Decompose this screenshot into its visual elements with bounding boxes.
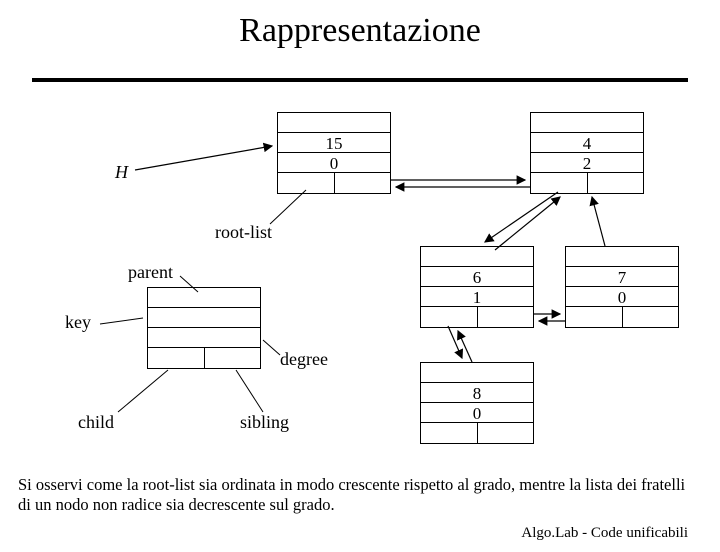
node-7: 7 0 — [565, 246, 679, 328]
label-key: key — [65, 312, 91, 333]
label-child: child — [78, 412, 114, 433]
node-8-degree: 0 — [421, 404, 533, 424]
label-sibling: sibling — [240, 412, 289, 433]
label-parent: parent — [128, 262, 173, 283]
node-7-key: 7 — [566, 268, 678, 288]
node-7-degree: 0 — [566, 288, 678, 308]
title-rule — [32, 78, 688, 82]
caption-text: Si osservi come la root-list sia ordinat… — [18, 475, 702, 516]
node-4-degree: 2 — [531, 154, 643, 174]
node-8-key: 8 — [421, 384, 533, 404]
node-legend — [147, 287, 261, 369]
label-degree: degree — [280, 349, 328, 370]
node-6-key: 6 — [421, 268, 533, 288]
label-H: H — [115, 162, 128, 183]
page-title: Rappresentazione — [0, 12, 720, 50]
footer-text: Algo.Lab - Code unificabili — [521, 525, 688, 542]
label-root-list: root-list — [215, 222, 272, 243]
node-8: 8 0 — [420, 362, 534, 444]
node-6-degree: 1 — [421, 288, 533, 308]
node-15: 15 0 — [277, 112, 391, 194]
node-6: 6 1 — [420, 246, 534, 328]
node-15-key: 15 — [278, 134, 390, 154]
node-15-degree: 0 — [278, 154, 390, 174]
node-4-key: 4 — [531, 134, 643, 154]
node-4: 4 2 — [530, 112, 644, 194]
